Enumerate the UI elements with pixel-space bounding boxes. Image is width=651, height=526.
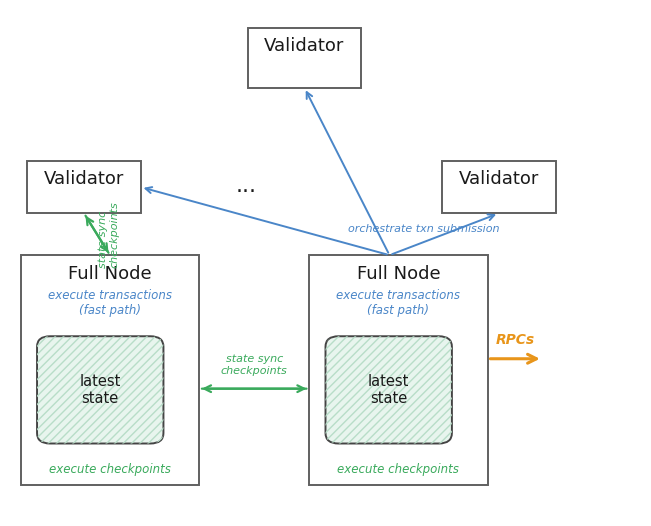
Text: latest
state: latest state [79,373,121,406]
FancyBboxPatch shape [309,255,488,485]
Text: state sync
checkpoints: state sync checkpoints [221,354,288,376]
FancyBboxPatch shape [21,255,199,485]
FancyBboxPatch shape [37,336,163,443]
Text: Validator: Validator [459,170,539,188]
FancyBboxPatch shape [442,161,555,214]
FancyBboxPatch shape [326,336,452,443]
Text: Full Node: Full Node [357,265,440,282]
Text: orchestrate txn submission: orchestrate txn submission [348,224,500,234]
Text: execute checkpoints: execute checkpoints [337,463,460,476]
Text: Full Node: Full Node [68,265,152,282]
Text: Validator: Validator [264,37,344,55]
Text: state sync
checkpoints: state sync checkpoints [98,201,120,268]
Text: ...: ... [236,176,257,196]
Text: RPCs: RPCs [496,333,535,347]
Text: Validator: Validator [44,170,124,188]
FancyBboxPatch shape [27,161,141,214]
FancyBboxPatch shape [248,27,361,88]
Text: latest
state: latest state [368,373,409,406]
Text: execute transactions
(fast path): execute transactions (fast path) [48,289,172,317]
Text: execute transactions
(fast path): execute transactions (fast path) [337,289,460,317]
Text: execute checkpoints: execute checkpoints [49,463,171,476]
